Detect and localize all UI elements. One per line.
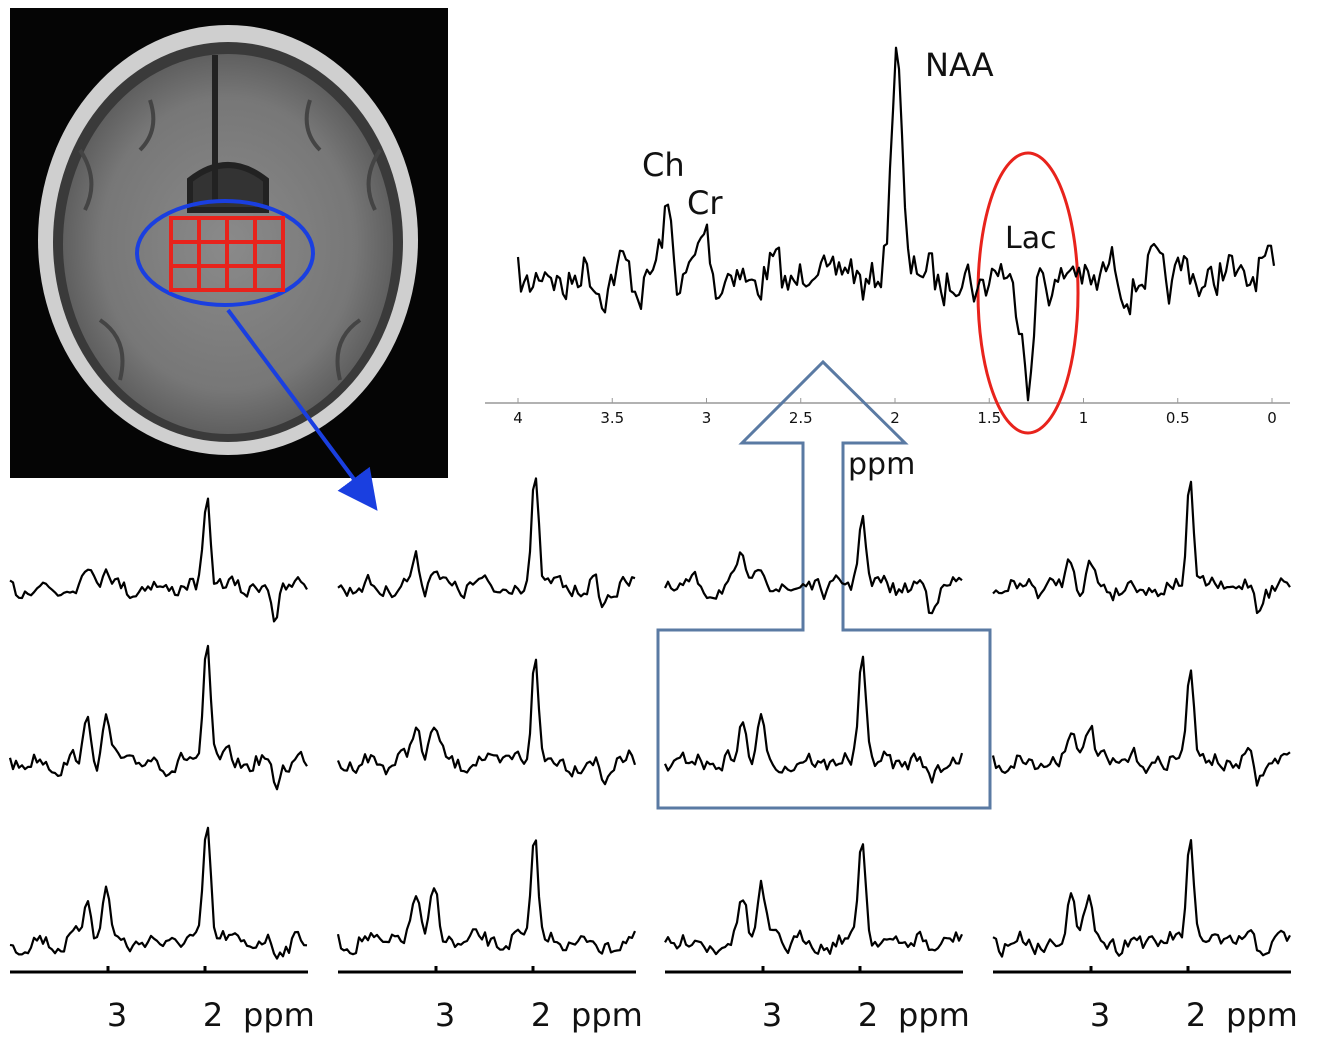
axis-tick-label: 1 [1079, 409, 1089, 427]
figure: NAA Ch Cr Lac ppm 4 3.5 3 2.5 2 1.5 1 0.5 0 3 2 ppm… [0, 0, 1321, 1038]
axis-tick-label: 2 [1186, 996, 1206, 1034]
mri-image [10, 8, 448, 478]
peak-label: NAA [925, 46, 994, 84]
spectrum-trace [338, 660, 635, 785]
hollow-arrow [658, 362, 990, 808]
spectrum-trace [518, 48, 1274, 401]
spectrum-trace [338, 478, 635, 607]
peak-label: Cr [687, 184, 723, 222]
spectrum-trace [665, 516, 962, 613]
axis-tick-label: 3 [435, 996, 455, 1034]
spectrum-trace [993, 840, 1290, 957]
spectrum-trace [665, 844, 962, 954]
spectrum-trace [10, 646, 307, 789]
axis-tick-label: 3 [702, 409, 712, 427]
peak-label: Ch [642, 146, 685, 184]
axis-unit: ppm [243, 996, 315, 1034]
axis-tick-label: 2 [858, 996, 878, 1034]
spectrum-trace [993, 482, 1290, 613]
spectrum-trace [10, 499, 307, 622]
spectrum-trace [665, 657, 962, 783]
axis-unit: ppm [898, 996, 970, 1034]
peak-label: Lac [1005, 221, 1057, 256]
spectrum-trace [10, 828, 307, 959]
axis-tick-label: 3 [1090, 996, 1110, 1034]
spectrum-trace [993, 671, 1290, 786]
axis-tick-label: 3 [762, 996, 782, 1034]
axis-tick-label: 2 [203, 996, 223, 1034]
axis-label: ppm [848, 447, 915, 482]
axis-tick-label: 0.5 [1166, 409, 1190, 427]
axis-tick-label: 4 [513, 409, 523, 427]
axis-unit: ppm [571, 996, 643, 1034]
axis-tick-label: 3.5 [600, 409, 624, 427]
axis-unit: ppm [1226, 996, 1298, 1034]
axis-tick-label: 1.5 [977, 409, 1001, 427]
spectrum-trace [338, 840, 635, 954]
axis-tick-label: 3 [107, 996, 127, 1034]
axis-tick-label: 2.5 [789, 409, 813, 427]
axis-tick-label: 2 [531, 996, 551, 1034]
axis-tick-label: 2 [890, 409, 900, 427]
axis-tick-label: 0 [1267, 409, 1277, 427]
